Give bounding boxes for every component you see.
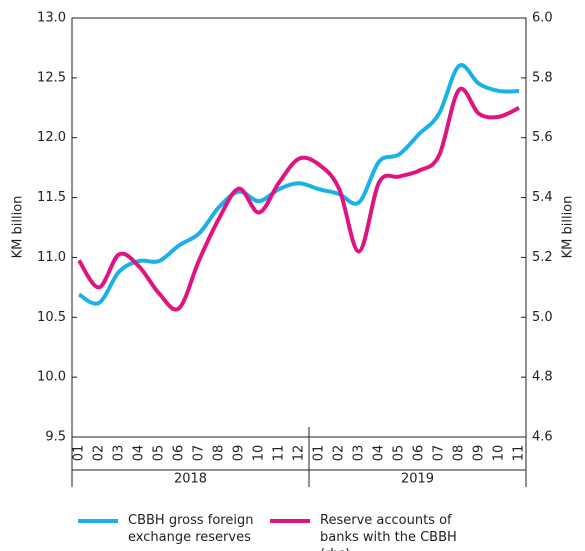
legend-swatch [78,519,118,523]
x-tick-label: 09 [472,445,487,462]
y2-tick-label: 5.8 [532,70,553,85]
x-tick-label: 04 [372,445,387,462]
x-tick-label: 05 [392,445,407,462]
y-tick-label: 9.5 [45,430,66,445]
y2-tick-label: 5.4 [532,190,553,205]
x-tick-label: 03 [352,445,367,462]
y-axis-label: KM billion [11,196,26,259]
x-tick-label: 04 [132,445,147,462]
x-tick-label: 08 [212,445,227,462]
series-line [77,63,520,306]
x-tick-label: 06 [412,445,427,462]
y2-tick-label: 5.6 [532,130,553,145]
y2-tick-label: 4.8 [532,370,553,385]
y-tick-label: 12.0 [37,130,66,145]
legend-label: Reserve accounts of banks with the CBBH … [320,513,457,551]
chart: KM billion KM billion 9.5 10.0 10.5 11.0 11.… [11,11,576,487]
y2-tick-label: 5.0 [532,310,553,325]
x-tick-label: 01 [312,445,327,462]
legend-label: CBBH gross foreign exchange reserves [128,513,254,545]
y-tick-label: 10.5 [37,310,66,325]
x-tick-label: 11 [512,445,527,462]
x-tick-label: 07 [192,445,207,462]
x-tick-label: 12 [292,445,307,462]
legend-item: Reserve accounts of banks with the CBBH … [270,512,470,551]
series-line [77,86,520,312]
group-label: 2018 [174,472,207,487]
x-tick-label: 11 [272,445,287,462]
x-tick-label: 03 [112,445,127,462]
x-tick-label: 06 [172,445,187,462]
y2-axis-label: KM billion [561,196,576,259]
y-tick-label: 12.5 [37,70,66,85]
y2-tick-label: 5.2 [532,250,553,265]
x-tick-label: 07 [432,445,447,462]
y-tick-label: 13.0 [37,11,66,26]
y-tick-label: 10.0 [37,370,66,385]
x-tick-label: 10 [252,445,267,462]
x-tick-label: 01 [72,445,87,462]
x-tick-label: 08 [452,445,467,462]
y-tick-label: 11.0 [37,250,66,265]
y2-tick-label: 6.0 [532,11,553,26]
legend-item: CBBH gross foreign exchange reserves [78,512,263,546]
plot-frame [71,17,527,438]
x-tick-label: 02 [332,445,347,462]
y-tick-label: 11.5 [37,190,66,205]
x-tick-label: 10 [492,445,507,462]
legend-swatch [270,519,310,523]
group-label: 2019 [401,472,434,487]
x-tick-label: 05 [152,445,167,462]
x-tick-label: 09 [232,445,247,462]
x-tick-label: 02 [92,445,107,462]
y2-tick-label: 4.6 [532,430,553,445]
